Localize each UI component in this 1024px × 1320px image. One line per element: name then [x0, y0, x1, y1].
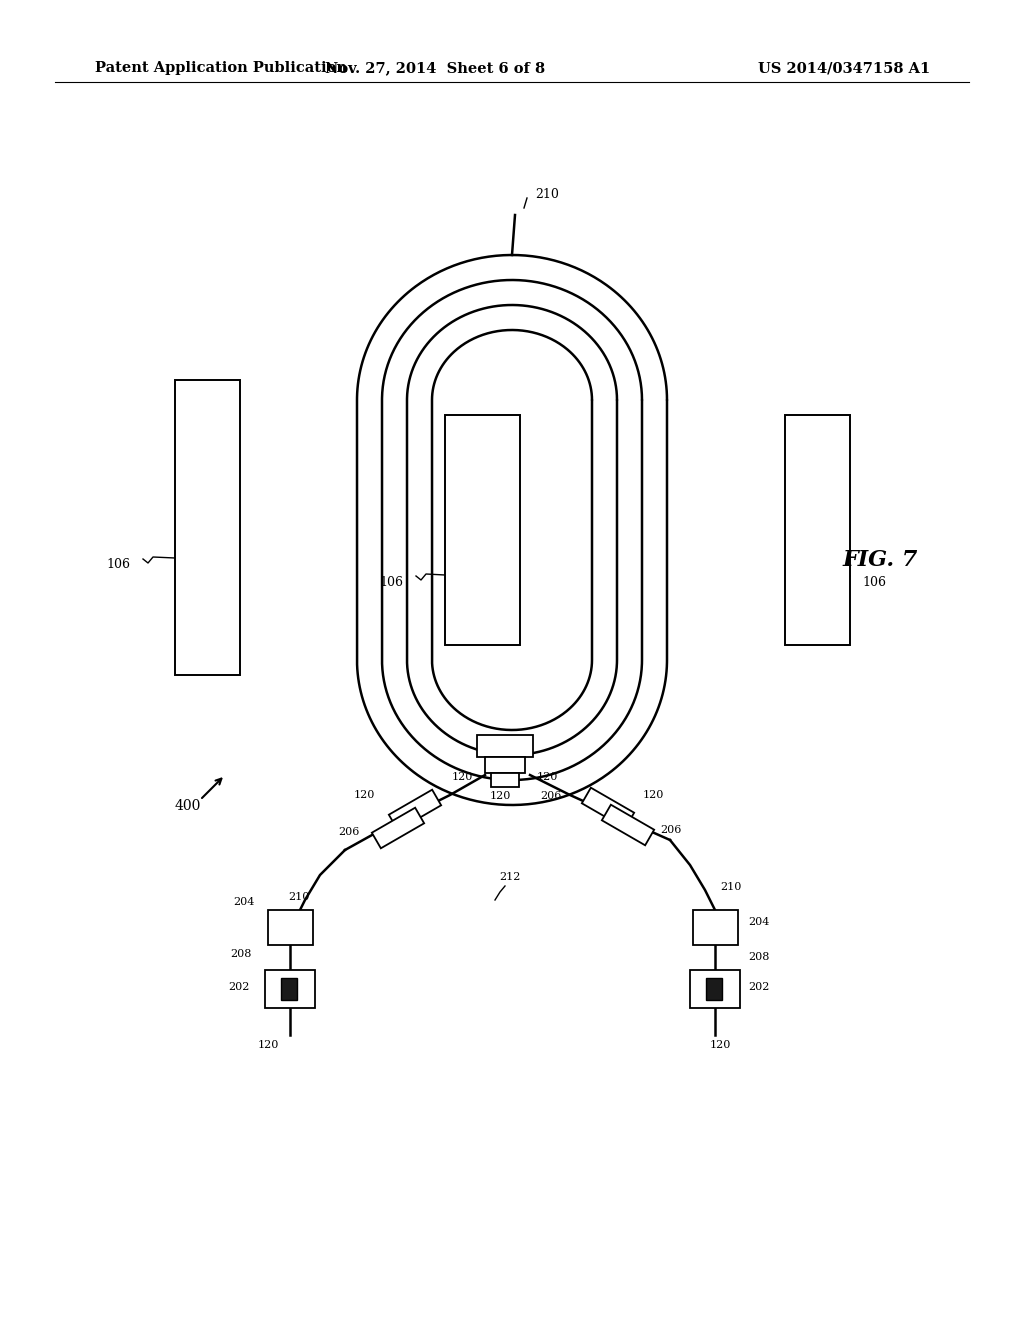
Bar [281, 978, 297, 1001]
Text: 120: 120 [489, 791, 511, 801]
Text: 204: 204 [748, 917, 769, 927]
Text: 120: 120 [452, 772, 473, 781]
Bar [490, 774, 519, 787]
Polygon shape [389, 789, 441, 830]
Text: US 2014/0347158 A1: US 2014/0347158 A1 [758, 61, 930, 75]
Text: 212: 212 [500, 873, 520, 882]
Text: 400: 400 [175, 799, 201, 813]
Text: 120: 120 [710, 1040, 731, 1049]
Text: 206: 206 [540, 791, 561, 801]
Text: 120: 120 [257, 1040, 279, 1049]
Polygon shape [582, 788, 634, 828]
Polygon shape [602, 805, 654, 845]
Bar [445, 414, 520, 645]
Text: 208: 208 [748, 952, 769, 962]
Text: 210: 210 [289, 892, 310, 902]
Text: FIG. 7: FIG. 7 [843, 549, 918, 572]
Text: 120: 120 [537, 772, 558, 781]
Bar [477, 735, 534, 756]
Text: 106: 106 [862, 576, 886, 589]
Text: 206: 206 [660, 825, 681, 836]
Text: 120: 120 [353, 789, 375, 800]
Text: 106: 106 [106, 558, 130, 572]
Text: 210: 210 [535, 189, 559, 202]
Text: 204: 204 [233, 898, 255, 907]
Polygon shape [372, 808, 424, 849]
Bar [175, 380, 240, 675]
Bar [690, 970, 740, 1008]
Text: 210: 210 [720, 882, 741, 892]
Text: 208: 208 [230, 949, 252, 960]
Bar [693, 909, 738, 945]
Bar [265, 970, 315, 1008]
Text: 106: 106 [379, 576, 403, 589]
Bar [785, 414, 850, 645]
Text: 202: 202 [748, 982, 769, 993]
Bar [268, 909, 313, 945]
Text: 202: 202 [228, 982, 250, 993]
Bar [485, 756, 525, 774]
Text: Patent Application Publication: Patent Application Publication [95, 61, 347, 75]
Text: Nov. 27, 2014  Sheet 6 of 8: Nov. 27, 2014 Sheet 6 of 8 [325, 61, 545, 75]
Bar [706, 978, 722, 1001]
Text: 206: 206 [339, 828, 360, 837]
Text: 120: 120 [643, 789, 665, 800]
